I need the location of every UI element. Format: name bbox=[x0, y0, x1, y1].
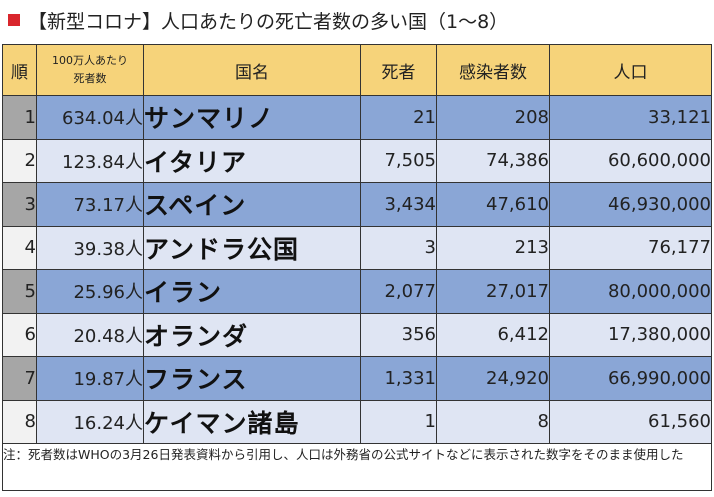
population-cell: 60,600,000 bbox=[549, 138, 712, 183]
country-cell: スペイン bbox=[143, 182, 361, 227]
table-row: 3 73.17人 スペイン 3,434 47,610 46,930,000 bbox=[2, 182, 712, 227]
rate-cell: 73.17人 bbox=[36, 182, 144, 227]
infected-cell: 27,017 bbox=[436, 269, 550, 314]
population-cell: 33,121 bbox=[549, 95, 712, 140]
deaths-cell: 1 bbox=[360, 399, 437, 444]
deaths-cell: 21 bbox=[360, 95, 437, 140]
country-cell: イラン bbox=[143, 269, 361, 314]
header-infected: 感染者数 bbox=[436, 44, 550, 96]
population-cell: 17,380,000 bbox=[549, 312, 712, 357]
rank-cell: 3 bbox=[2, 182, 37, 227]
rate-cell: 19.87人 bbox=[36, 356, 144, 401]
header-rank: 順 bbox=[2, 44, 37, 96]
rate-cell: 25.96人 bbox=[36, 269, 144, 314]
rank-cell: 8 bbox=[2, 399, 37, 444]
rank-cell: 5 bbox=[2, 269, 37, 314]
table-row: 2 123.84人 イタリア 7,505 74,386 60,600,000 bbox=[2, 138, 712, 183]
country-cell: フランス bbox=[143, 356, 361, 401]
header-population: 人口 bbox=[549, 44, 712, 96]
table-row: 6 20.48人 オランダ 356 6,412 17,380,000 bbox=[2, 312, 712, 357]
rate-cell: 39.38人 bbox=[36, 225, 144, 270]
deaths-cell: 1,331 bbox=[360, 356, 437, 401]
rank-cell: 4 bbox=[2, 225, 37, 270]
infected-cell: 213 bbox=[436, 225, 550, 270]
country-cell: サンマリノ bbox=[143, 95, 361, 140]
header-deaths: 死者 bbox=[360, 44, 437, 96]
table-row: 7 19.87人 フランス 1,331 24,920 66,990,000 bbox=[2, 356, 712, 401]
death-rate-table: 順 100万人あたり 死者数 国名 死者 感染者数 人口 1 634.04人 サ… bbox=[2, 44, 712, 491]
infected-cell: 74,386 bbox=[436, 138, 550, 183]
header-rate-line2: 死者数 bbox=[73, 72, 107, 85]
rate-cell: 20.48人 bbox=[36, 312, 144, 357]
country-cell: アンドラ公国 bbox=[143, 225, 361, 270]
rate-cell: 16.24人 bbox=[36, 399, 144, 444]
table-row: 1 634.04人 サンマリノ 21 208 33,121 bbox=[2, 95, 712, 140]
header-rate-line1: 100万人あたり bbox=[52, 54, 128, 67]
population-cell: 46,930,000 bbox=[549, 182, 712, 227]
infected-cell: 47,610 bbox=[436, 182, 550, 227]
rank-cell: 1 bbox=[2, 95, 37, 140]
red-square-icon bbox=[8, 14, 20, 26]
rank-cell: 2 bbox=[2, 138, 37, 183]
infected-cell: 6,412 bbox=[436, 312, 550, 357]
deaths-cell: 7,505 bbox=[360, 138, 437, 183]
table-row: 4 39.38人 アンドラ公国 3 213 76,177 bbox=[2, 225, 712, 270]
rank-cell: 7 bbox=[2, 356, 37, 401]
country-cell: ケイマン諸島 bbox=[143, 399, 361, 444]
header-row: 順 100万人あたり 死者数 国名 死者 感染者数 人口 bbox=[2, 44, 712, 96]
population-cell: 80,000,000 bbox=[549, 269, 712, 314]
title-text: 【新型コロナ】人口あたりの死亡者数の多い国（1〜8） bbox=[28, 10, 509, 33]
note-row: 注：死者数はWHOの3月26日発表資料から引用し、人口は外務省の公式サイトなどに… bbox=[2, 443, 712, 491]
header-country: 国名 bbox=[143, 44, 361, 96]
footnote: 注：死者数はWHOの3月26日発表資料から引用し、人口は外務省の公式サイトなどに… bbox=[2, 443, 712, 491]
deaths-cell: 3 bbox=[360, 225, 437, 270]
deaths-cell: 356 bbox=[360, 312, 437, 357]
population-cell: 76,177 bbox=[549, 225, 712, 270]
population-cell: 66,990,000 bbox=[549, 356, 712, 401]
infected-cell: 8 bbox=[436, 399, 550, 444]
infected-cell: 24,920 bbox=[436, 356, 550, 401]
country-cell: イタリア bbox=[143, 138, 361, 183]
table-row: 5 25.96人 イラン 2,077 27,017 80,000,000 bbox=[2, 269, 712, 314]
population-cell: 61,560 bbox=[549, 399, 712, 444]
page-title: 【新型コロナ】人口あたりの死亡者数の多い国（1〜8） bbox=[4, 4, 508, 36]
deaths-cell: 2,077 bbox=[360, 269, 437, 314]
rate-cell: 123.84人 bbox=[36, 138, 144, 183]
rate-cell: 634.04人 bbox=[36, 95, 144, 140]
deaths-cell: 3,434 bbox=[360, 182, 437, 227]
country-cell: オランダ bbox=[143, 312, 361, 357]
header-rate: 100万人あたり 死者数 bbox=[36, 44, 144, 96]
rank-cell: 6 bbox=[2, 312, 37, 357]
table-row: 8 16.24人 ケイマン諸島 1 8 61,560 bbox=[2, 399, 712, 444]
infected-cell: 208 bbox=[436, 95, 550, 140]
